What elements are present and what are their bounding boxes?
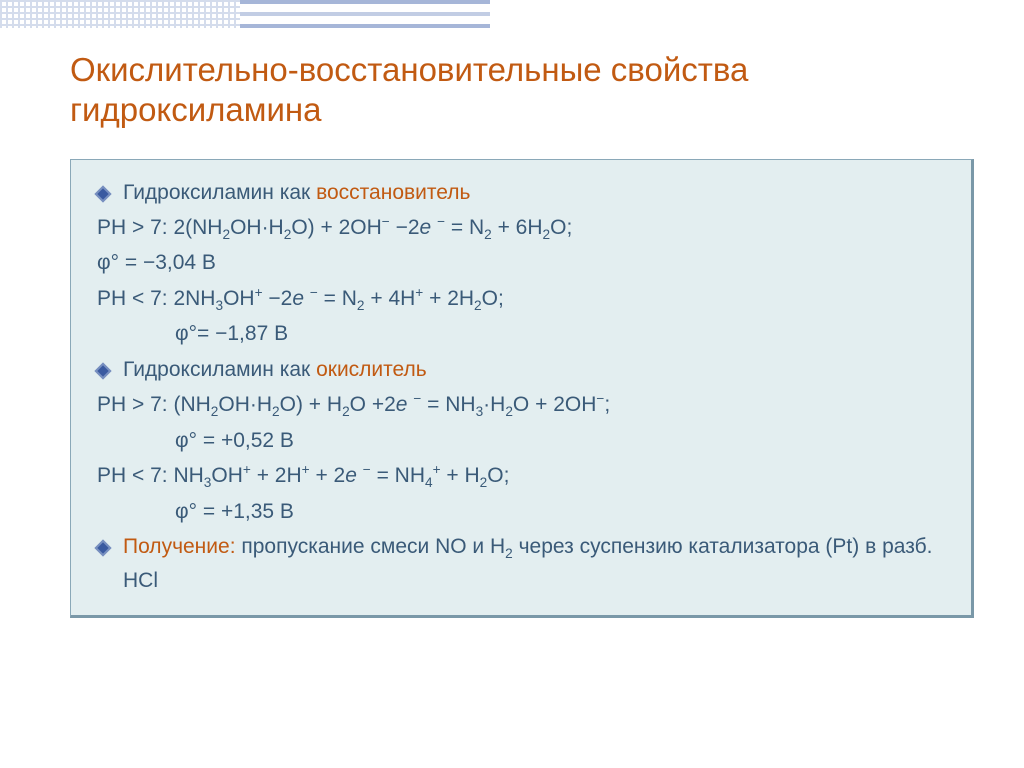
bullet-text: Гидроксиламин как окислитель xyxy=(123,354,427,387)
bullet-icon xyxy=(95,185,112,202)
bullet-icon xyxy=(95,540,112,557)
bullet-reducer: Гидроксиламин как восстановитель xyxy=(97,177,951,210)
bullet-oxidizer: Гидроксиламин как окислитель xyxy=(97,354,951,387)
bullet-lead: Гидроксиламин как xyxy=(123,358,316,381)
potential-line: φ° = +1,35 В xyxy=(97,496,951,529)
potential-line: φ° = +0,52 В xyxy=(97,425,951,458)
slide-title: Окислительно-восстановительные свойства … xyxy=(70,50,974,131)
bullet-accent: окислитель xyxy=(316,358,427,381)
bullet-tail: пропускание смеси NO и H2 через суспензи… xyxy=(123,535,932,591)
eq-line: PH > 7: (NH2OH·H2O) + H2O +2e − = NH3·H2… xyxy=(97,388,951,422)
bullet-icon xyxy=(95,362,112,379)
content-box: Гидроксиламин как восстановитель PH > 7:… xyxy=(70,159,974,619)
potential-line: φ°= −1,87 В xyxy=(97,318,951,351)
bullet-accent: Получение: xyxy=(123,535,236,558)
eq-line: PH > 7: 2(NH2OH·H2O) + 2OH− −2e − = N2 +… xyxy=(97,211,951,245)
deco-grid xyxy=(0,0,240,28)
potential-line: φ° = −φ° = −3,04 В3,04 В xyxy=(97,247,951,280)
eq-line: PH < 7: NH3OH+ + 2H+ + 2e − = NH4+ + H2O… xyxy=(97,459,951,493)
bullet-text: Получение: пропускание смеси NO и H2 чер… xyxy=(123,531,951,597)
bullet-accent: восстановитель xyxy=(316,181,470,204)
deco-bars xyxy=(240,0,490,28)
slide-top-decoration xyxy=(0,0,1024,28)
slide: Окислительно-восстановительные свойства … xyxy=(0,0,1024,648)
deco-spacer xyxy=(490,0,1024,28)
bullet-preparation: Получение: пропускание смеси NO и H2 чер… xyxy=(97,531,951,597)
eq-line: PH < 7: 2NH3OH+ −2e − = N2 + 4H+ + 2H2O; xyxy=(97,282,951,316)
bullet-lead: Гидроксиламин как xyxy=(123,181,316,204)
bullet-text: Гидроксиламин как восстановитель xyxy=(123,177,470,210)
